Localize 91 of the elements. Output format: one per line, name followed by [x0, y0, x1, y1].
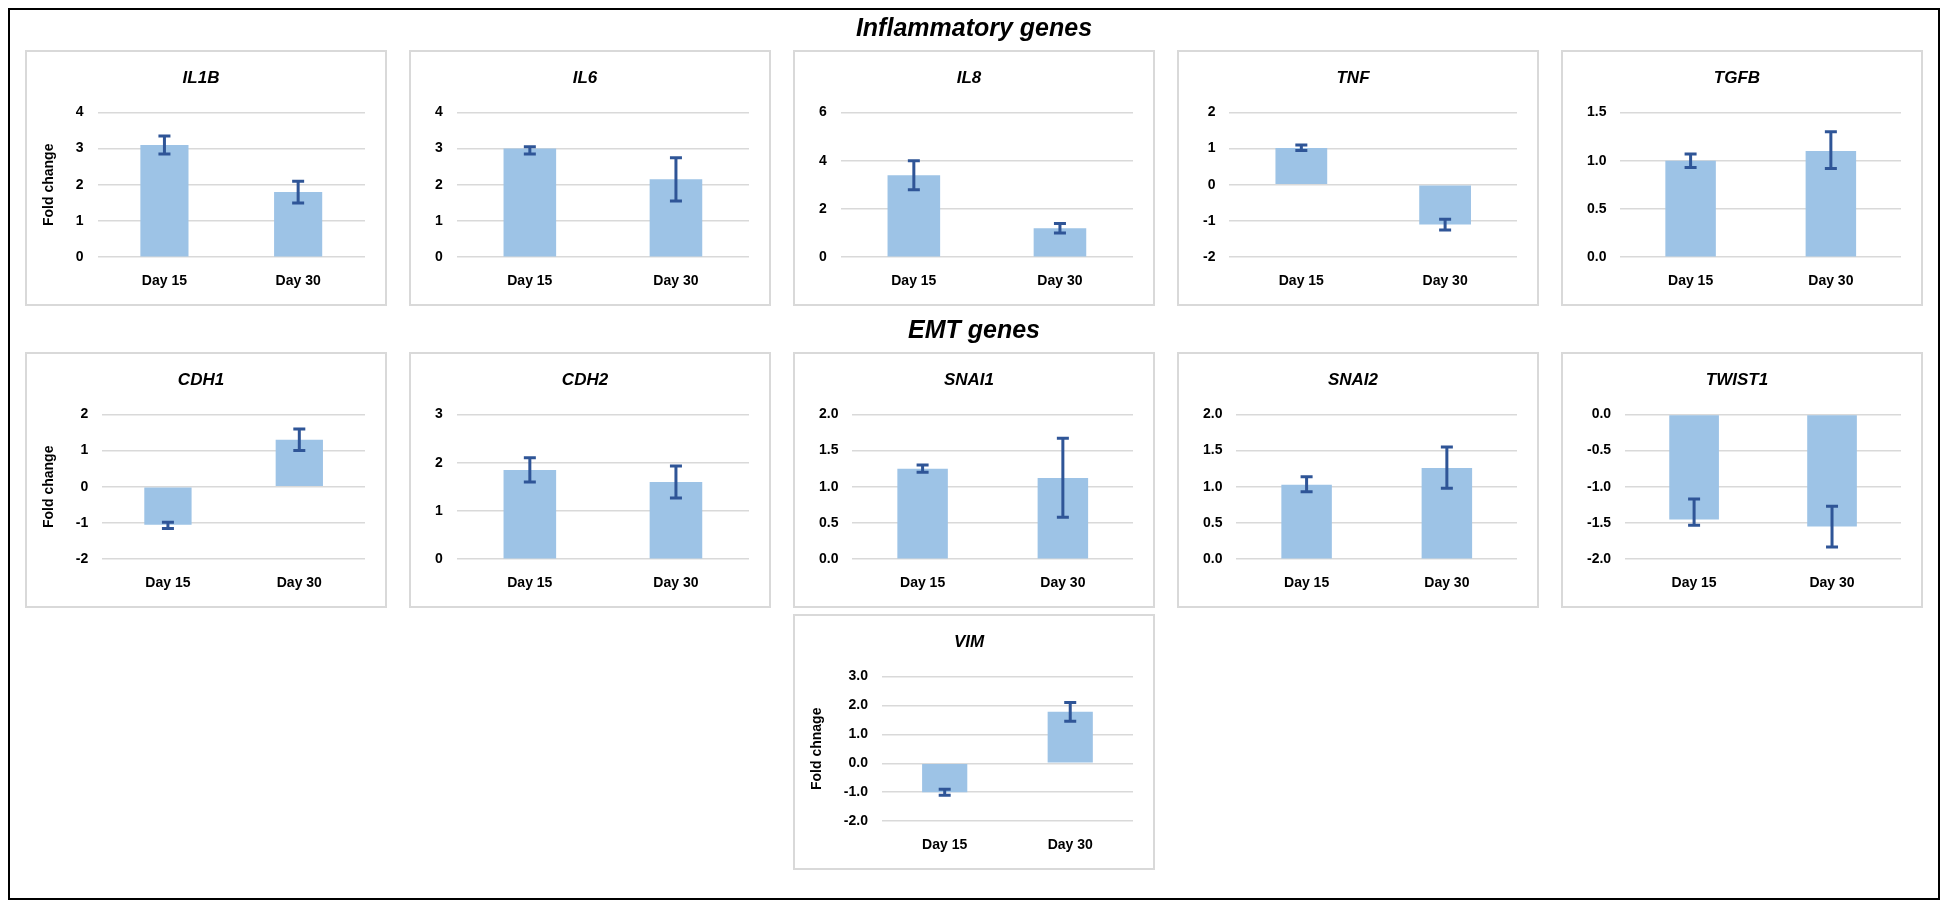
x-tick-label: Day 15	[1671, 574, 1717, 591]
x-tick-label: Day 30	[653, 574, 699, 591]
x-tick-label: Day 15	[922, 836, 968, 853]
y-tick-label: -0.5	[1587, 441, 1612, 458]
y-tick-label: 1.0	[818, 477, 839, 494]
y-tick-label: 1.0	[1586, 151, 1607, 168]
x-tick-label: Day 15	[1278, 272, 1325, 289]
chart-title: TNF	[1336, 67, 1371, 87]
x-tick-label: Day 30	[1047, 836, 1094, 853]
x-tick-label: Day 15	[1284, 574, 1330, 591]
y-tick-label: 0.5	[1202, 513, 1223, 530]
x-tick-label: Day 30	[1809, 574, 1855, 591]
y-tick-label: 1	[434, 211, 443, 228]
y-tick-label: -2	[1203, 248, 1216, 265]
y-tick-label: 0	[75, 248, 84, 265]
y-tick-label: 0	[818, 248, 827, 265]
y-axis-title: Fold chnage	[808, 707, 825, 791]
x-tick-label: Day 30	[1037, 272, 1083, 289]
y-tick-label: 3	[434, 139, 443, 156]
y-tick-label: 0	[434, 550, 443, 567]
y-tick-label: 1	[1207, 139, 1216, 156]
y-tick-label: 1.0	[848, 725, 869, 742]
y-tick-label: -1.0	[843, 783, 869, 800]
y-tick-label: 2	[75, 175, 84, 192]
y-tick-label: 2	[434, 453, 443, 470]
y-tick-label: 4	[434, 103, 443, 120]
chart-title: IL1B	[182, 67, 220, 87]
chart-title: SNAI2	[1327, 369, 1379, 389]
y-tick-label: 0	[434, 248, 443, 265]
y-tick-label: -2.0	[1587, 550, 1612, 567]
y-tick-label: 0.0	[1202, 550, 1223, 567]
chart-title: VIM	[953, 631, 985, 651]
x-tick-label: Day 15	[141, 272, 188, 289]
chart-title: IL8	[956, 67, 982, 87]
y-tick-label: -1	[75, 513, 89, 530]
x-tick-label: Day 15	[1668, 272, 1714, 289]
y-tick-label: 2	[1207, 103, 1216, 120]
y-tick-label: 3	[75, 139, 84, 156]
y-tick-label: 1.0	[1202, 477, 1223, 494]
x-tick-label: Day 15	[507, 272, 553, 289]
y-tick-label: 1	[75, 211, 84, 228]
text: EMT genes	[907, 314, 1041, 344]
x-tick-label: Day 30	[1808, 272, 1854, 289]
x-tick-label: Day 30	[275, 272, 321, 289]
y-tick-label: -2.0	[843, 812, 869, 829]
y-axis-title: Fold change	[40, 143, 57, 227]
x-tick-label: Day 15	[900, 574, 946, 591]
x-tick-label: Day 15	[891, 272, 937, 289]
y-tick-label: 0.0	[848, 754, 869, 771]
x-tick-label: Day 30	[1422, 272, 1468, 289]
x-tick-label: Day 30	[1040, 574, 1086, 591]
y-tick-label: -1.0	[1587, 477, 1612, 494]
y-tick-label: 2.0	[848, 696, 869, 713]
y-tick-label: -2	[75, 550, 89, 567]
y-tick-label: 0.5	[818, 513, 839, 530]
y-tick-label: 2	[818, 199, 827, 216]
x-tick-label: Day 15	[145, 574, 191, 591]
chart-title: TWIST1	[1705, 369, 1769, 389]
chart-title: CDH2	[561, 369, 609, 389]
y-tick-label: 4	[818, 151, 827, 168]
y-tick-label: 1.5	[818, 441, 839, 458]
y-tick-label: -1	[1203, 211, 1216, 228]
y-tick-label: 0	[1207, 175, 1216, 192]
chart-title: TGFB	[1713, 67, 1761, 87]
y-tick-label: 6	[818, 103, 827, 120]
y-tick-label: 1	[80, 441, 89, 458]
chart-title: IL6	[572, 67, 598, 87]
y-tick-label: 0.5	[1586, 199, 1607, 216]
y-tick-label: 2	[434, 175, 443, 192]
x-tick-label: Day 30	[276, 574, 323, 591]
y-tick-label: 2.0	[818, 405, 839, 422]
y-tick-label: 1.5	[1202, 441, 1223, 458]
y-tick-label: 4	[75, 103, 84, 120]
y-tick-label: 3	[434, 405, 443, 422]
x-tick-label: Day 15	[507, 574, 553, 591]
y-tick-label: 0.0	[1591, 405, 1612, 422]
y-axis-title: Fold change	[40, 445, 57, 529]
y-tick-label: 3.0	[848, 667, 869, 684]
x-tick-label: Day 30	[1424, 574, 1470, 591]
y-tick-label: 2.0	[1202, 405, 1223, 422]
x-tick-label: Day 30	[653, 272, 699, 289]
chart-title: CDH1	[177, 369, 225, 389]
y-tick-label: 0.0	[1586, 248, 1607, 265]
y-tick-label: 0	[80, 477, 89, 494]
y-tick-label: 1.5	[1586, 103, 1607, 120]
y-tick-label: 0.0	[818, 550, 839, 567]
y-tick-label: 2	[80, 405, 89, 422]
y-tick-label: -1.5	[1587, 513, 1612, 530]
chart-title: SNAI1	[943, 369, 995, 389]
text: Inflammatory genes	[854, 12, 1094, 42]
y-tick-label: 1	[434, 501, 443, 518]
